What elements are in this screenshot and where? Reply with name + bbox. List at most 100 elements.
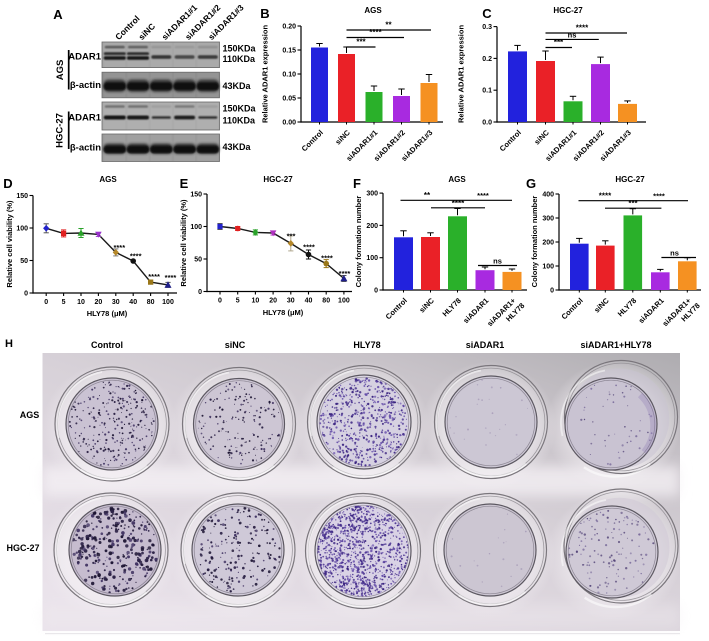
svg-text:Colony formation number: Colony formation number: [530, 196, 539, 288]
svg-text:300: 300: [542, 215, 554, 222]
svg-text:siNC: siNC: [225, 340, 246, 350]
svg-text:ns: ns: [568, 31, 577, 40]
svg-text:0.10: 0.10: [282, 71, 296, 78]
svg-text:10: 10: [252, 298, 260, 305]
svg-text:Relative ADAR1 expression: Relative ADAR1 expression: [261, 25, 270, 124]
svg-text:20: 20: [269, 298, 277, 305]
svg-text:Control: Control: [91, 340, 123, 350]
svg-text:0: 0: [24, 290, 28, 297]
svg-text:A: A: [53, 7, 63, 22]
svg-text:****: ****: [452, 199, 465, 208]
svg-text:AGS: AGS: [99, 175, 117, 184]
svg-text:20: 20: [95, 299, 103, 306]
svg-text:E: E: [180, 176, 189, 191]
svg-text:Relative ADAR1 expression: Relative ADAR1 expression: [457, 25, 466, 124]
svg-text:200: 200: [366, 223, 378, 230]
svg-text:0.00: 0.00: [282, 119, 296, 126]
svg-text:**: **: [424, 191, 431, 200]
svg-text:0: 0: [44, 299, 48, 306]
svg-text:110KDa: 110KDa: [223, 54, 257, 64]
svg-text:AGS: AGS: [448, 175, 466, 184]
svg-text:300: 300: [366, 191, 378, 198]
svg-text:110KDa: 110KDa: [223, 116, 257, 126]
svg-text:siADAR1: siADAR1: [466, 340, 505, 350]
svg-text:C: C: [482, 6, 492, 21]
svg-text:50: 50: [20, 258, 28, 265]
svg-text:ns: ns: [493, 257, 502, 266]
svg-text:100: 100: [542, 263, 554, 270]
svg-text:****: ****: [653, 192, 665, 201]
svg-text:Colony formation number: Colony formation number: [354, 196, 363, 288]
svg-text:100: 100: [162, 299, 174, 306]
svg-text:400: 400: [542, 191, 554, 198]
svg-text:ns: ns: [670, 249, 679, 258]
svg-text:0.0: 0.0: [482, 119, 492, 126]
svg-text:HGC-27: HGC-27: [615, 175, 645, 184]
svg-text:****: ****: [165, 273, 177, 282]
svg-text:80: 80: [322, 298, 330, 305]
svg-text:100: 100: [366, 255, 378, 262]
svg-text:0.15: 0.15: [282, 47, 296, 54]
svg-text:50: 50: [194, 256, 202, 263]
svg-text:100: 100: [190, 224, 202, 231]
svg-text:ADAR1: ADAR1: [68, 52, 101, 63]
svg-text:HGC-27: HGC-27: [55, 113, 66, 148]
svg-text:0.1: 0.1: [482, 88, 492, 95]
svg-text:10: 10: [77, 299, 85, 306]
svg-text:30: 30: [287, 298, 295, 305]
svg-text:43KDa: 43KDa: [223, 142, 252, 152]
svg-text:HLY78: HLY78: [353, 340, 380, 350]
svg-text:β-actin: β-actin: [70, 80, 101, 91]
svg-text:150KDa: 150KDa: [223, 104, 257, 114]
svg-text:30: 30: [112, 299, 120, 306]
svg-text:43KDa: 43KDa: [223, 81, 252, 91]
svg-text:ADAR1: ADAR1: [68, 113, 101, 124]
svg-text:HGC-27: HGC-27: [553, 6, 583, 15]
svg-text:150: 150: [16, 193, 28, 200]
svg-text:0.2: 0.2: [482, 56, 492, 63]
svg-text:siADAR1+HLY78: siADAR1+HLY78: [581, 340, 652, 350]
svg-text:**: **: [385, 21, 392, 30]
svg-text:5: 5: [62, 299, 66, 306]
svg-text:HGC-27: HGC-27: [6, 543, 39, 553]
svg-text:AGS: AGS: [55, 60, 66, 81]
svg-text:****: ****: [599, 192, 612, 201]
svg-text:HLY78 (μM): HLY78 (μM): [263, 308, 304, 317]
svg-text:***: ***: [554, 38, 564, 47]
svg-text:Relative cell viability (%): Relative cell viability (%): [179, 199, 188, 287]
svg-text:G: G: [526, 176, 536, 191]
svg-text:β-actin: β-actin: [70, 143, 101, 154]
svg-text:100: 100: [338, 298, 350, 305]
svg-text:AGS: AGS: [364, 6, 382, 15]
svg-text:****: ****: [130, 252, 142, 261]
svg-text:5: 5: [236, 298, 240, 305]
svg-text:Relative cell viability (%): Relative cell viability (%): [5, 200, 14, 288]
svg-text:H: H: [5, 338, 13, 350]
svg-text:40: 40: [129, 299, 137, 306]
svg-text:0.05: 0.05: [282, 95, 296, 102]
svg-text:***: ***: [628, 199, 638, 208]
svg-text:40: 40: [305, 298, 313, 305]
svg-text:0: 0: [374, 287, 378, 294]
svg-text:AGS: AGS: [20, 410, 40, 420]
svg-text:****: ****: [321, 254, 333, 263]
svg-text:***: ***: [287, 232, 296, 241]
svg-text:0: 0: [218, 298, 222, 305]
svg-text:****: ****: [113, 243, 125, 252]
svg-text:****: ****: [339, 269, 351, 278]
svg-text:****: ****: [303, 243, 315, 252]
svg-text:B: B: [260, 6, 269, 21]
svg-text:HLY78 (μM): HLY78 (μM): [87, 309, 128, 318]
svg-text:0: 0: [198, 289, 202, 296]
svg-text:****: ****: [576, 24, 589, 33]
svg-text:D: D: [3, 176, 12, 191]
svg-text:80: 80: [147, 299, 155, 306]
svg-text:****: ****: [477, 191, 489, 200]
svg-text:0.3: 0.3: [482, 24, 492, 31]
svg-text:150KDa: 150KDa: [223, 44, 257, 54]
svg-text:****: ****: [148, 272, 160, 281]
svg-text:***: ***: [356, 38, 366, 47]
svg-text:0.20: 0.20: [282, 23, 296, 30]
svg-text:100: 100: [16, 225, 28, 232]
svg-text:****: ****: [369, 28, 382, 37]
